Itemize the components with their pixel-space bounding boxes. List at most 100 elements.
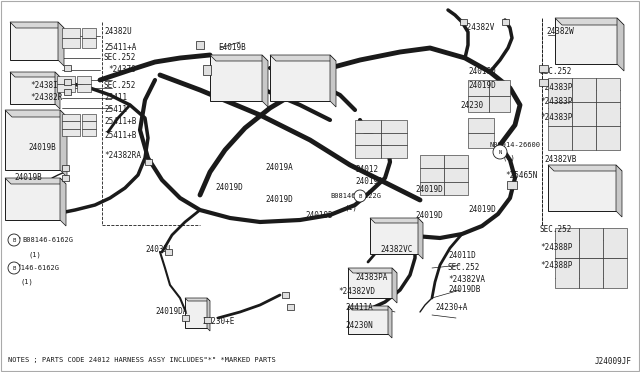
Bar [548, 126, 572, 150]
Bar [82, 28, 96, 38]
Text: *24382V: *24382V [462, 23, 494, 32]
Text: *2438I: *2438I [30, 80, 58, 90]
Polygon shape [617, 18, 624, 71]
Bar [381, 133, 407, 145]
Polygon shape [548, 165, 622, 171]
Polygon shape [616, 165, 622, 217]
Polygon shape [60, 178, 66, 226]
Polygon shape [210, 55, 268, 61]
Text: N: N [499, 150, 502, 154]
Bar [572, 78, 596, 102]
Bar [468, 118, 494, 133]
Bar [5, 178, 60, 220]
Text: 25411: 25411 [104, 106, 127, 115]
Text: 24019D: 24019D [468, 67, 496, 77]
Bar [57, 84, 75, 92]
Bar [381, 120, 407, 133]
Bar [62, 121, 80, 129]
Text: 24382VB: 24382VB [544, 155, 577, 164]
Polygon shape [60, 110, 67, 177]
Bar [555, 18, 617, 64]
Polygon shape [270, 55, 336, 61]
Text: 24411A: 24411A [345, 304, 372, 312]
Text: 24019D: 24019D [415, 211, 443, 219]
Text: 24382U: 24382U [104, 28, 132, 36]
Bar [204, 317, 211, 323]
Bar [468, 133, 494, 148]
Polygon shape [418, 218, 423, 259]
Bar [572, 102, 596, 126]
Text: 24019DA: 24019DA [155, 308, 188, 317]
Bar [355, 145, 381, 158]
Bar [145, 159, 152, 165]
Circle shape [493, 145, 507, 159]
Bar [57, 76, 75, 84]
Text: *25465N: *25465N [505, 170, 538, 180]
Text: 24019D: 24019D [355, 177, 383, 186]
Bar [196, 41, 204, 49]
Text: N08914-26600: N08914-26600 [490, 142, 541, 148]
Bar [538, 64, 547, 71]
Text: *24383P: *24383P [540, 113, 572, 122]
Bar [77, 84, 91, 92]
Text: *24388P: *24388P [540, 244, 572, 253]
Bar [548, 102, 572, 126]
Bar [182, 315, 189, 321]
Text: *24382RA: *24382RA [104, 151, 141, 160]
Polygon shape [262, 55, 268, 107]
Text: SEC.252: SEC.252 [104, 80, 136, 90]
Bar [10, 72, 55, 104]
Text: *24388P: *24388P [540, 260, 572, 269]
Polygon shape [10, 22, 64, 28]
Polygon shape [555, 18, 624, 25]
Bar [507, 181, 517, 189]
Text: 24383PA: 24383PA [355, 273, 387, 282]
Bar [355, 120, 381, 133]
Text: 25411+B: 25411+B [104, 131, 136, 140]
Bar [282, 292, 289, 298]
Text: *24382R: *24382R [30, 93, 62, 103]
Text: B08146-6162G: B08146-6162G [22, 237, 73, 243]
Text: B: B [358, 193, 362, 199]
Polygon shape [55, 72, 60, 109]
Bar [420, 155, 444, 169]
Bar [489, 96, 510, 112]
Text: *24383P: *24383P [540, 97, 572, 106]
Text: 25411: 25411 [104, 93, 127, 103]
Polygon shape [392, 268, 397, 303]
Bar [82, 38, 96, 48]
Text: (1): (1) [502, 155, 515, 161]
Text: 24019B: 24019B [14, 173, 42, 183]
Text: (1): (1) [28, 252, 41, 258]
Text: SEC.252: SEC.252 [540, 225, 572, 234]
Text: 24012: 24012 [355, 166, 378, 174]
Bar [489, 80, 510, 96]
Bar [61, 165, 68, 171]
Bar [287, 304, 294, 310]
Bar [579, 228, 603, 258]
Polygon shape [348, 306, 392, 310]
Text: SEC.252: SEC.252 [540, 67, 572, 77]
Bar [62, 38, 80, 48]
Text: (1): (1) [345, 205, 358, 211]
Text: SEC.252: SEC.252 [448, 263, 481, 273]
Text: *24382VD: *24382VD [338, 288, 375, 296]
Text: 24230N: 24230N [345, 321, 372, 330]
Text: SEC.252: SEC.252 [104, 54, 136, 62]
Text: J24009JF: J24009JF [595, 357, 632, 366]
Bar [62, 129, 80, 136]
Bar [370, 218, 418, 254]
Polygon shape [207, 298, 210, 331]
Bar [603, 258, 627, 288]
Bar [348, 306, 388, 334]
Bar [63, 65, 70, 71]
Circle shape [8, 262, 20, 274]
Bar [444, 182, 468, 195]
Text: 24011D: 24011D [448, 250, 476, 260]
Bar [82, 114, 96, 121]
Bar [596, 102, 620, 126]
Bar [420, 169, 444, 182]
Polygon shape [5, 110, 67, 117]
Text: 25411+B: 25411+B [104, 118, 136, 126]
Bar [468, 80, 489, 96]
